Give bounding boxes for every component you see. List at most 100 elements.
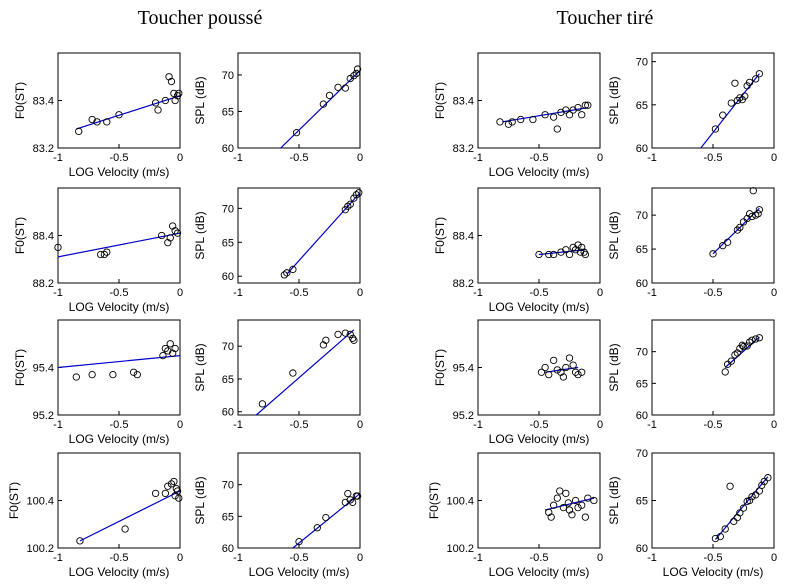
data-point [568, 511, 576, 519]
x-tick-label: -0.5 [704, 552, 723, 564]
data-point [322, 513, 330, 522]
x-tick-label: -0.5 [290, 419, 309, 431]
x-tick-label: -0.5 [704, 287, 723, 299]
x-tick-label: 0 [597, 552, 603, 564]
data-point [151, 99, 160, 107]
data-point [175, 89, 183, 98]
data-point [346, 496, 354, 504]
x-tick-label: -1 [233, 419, 243, 431]
x-tick-label: 0 [357, 287, 363, 299]
data-point [731, 79, 739, 87]
data-point [553, 366, 561, 374]
y-axis-label: SPL (dB) [607, 76, 621, 124]
x-axis-label: LOG Velocity (m/s) [663, 565, 764, 579]
data-point [727, 357, 735, 365]
data-point [562, 489, 570, 498]
x-tick-label: 0 [597, 152, 603, 164]
data-point [578, 368, 586, 376]
data-point [559, 503, 568, 512]
data-point [736, 223, 744, 232]
x-tick-label: -1 [233, 152, 243, 164]
data-point [721, 525, 729, 533]
data-point [344, 489, 352, 498]
y-tick-label: 88.4 [33, 231, 54, 243]
data-point [341, 84, 350, 92]
data-point [545, 250, 553, 259]
y-tick-label: 70 [636, 57, 648, 69]
data-point [571, 496, 580, 505]
data-point [154, 106, 162, 114]
data-point [72, 373, 80, 381]
data-point [258, 400, 267, 408]
chart-panel: -1 -0.5 0 88.2 88.4 F0(ST) LOG Velocity (m/s) [433, 187, 603, 314]
x-tick-label: -1 [473, 419, 483, 431]
y-axis-label: SPL (dB) [607, 211, 621, 259]
data-point [755, 206, 764, 214]
x-tick-label: 0 [177, 152, 183, 164]
data-point [322, 336, 330, 344]
x-tick-label: 0 [597, 287, 603, 299]
data-point [283, 269, 291, 277]
data-point [170, 477, 178, 486]
x-tick-label: -0.5 [290, 152, 309, 164]
y-tick-label: 100.2 [26, 543, 54, 555]
plot-frame [477, 187, 601, 284]
data-point [175, 494, 183, 502]
data-point [319, 100, 328, 108]
y-tick-label: 65 [636, 378, 648, 390]
data-point [709, 250, 717, 258]
data-point [341, 498, 350, 507]
data-point [164, 482, 172, 490]
data-point [349, 498, 357, 507]
x-tick-label: -1 [53, 287, 63, 299]
chart-panel: -1 -0.5 0 83.2 83.4 F0(ST) LOG Velocity (m/s) [433, 52, 603, 179]
fit-line [255, 329, 355, 415]
data-point [541, 363, 549, 372]
data-point [355, 189, 363, 197]
data-point [564, 499, 572, 507]
data-point [755, 334, 764, 342]
y-tick-label: 70 [222, 203, 234, 215]
data-point [574, 241, 582, 249]
x-tick-label: 0 [597, 419, 603, 431]
y-tick-label: 65 [636, 100, 648, 112]
x-tick-label: -1 [233, 552, 243, 564]
x-tick-label: -0.5 [704, 419, 723, 431]
data-point [171, 344, 179, 353]
data-point [350, 72, 358, 80]
x-axis-label: LOG Velocity (m/s) [489, 300, 590, 314]
data-point [352, 69, 360, 78]
y-axis-label: F0(ST) [13, 217, 27, 254]
x-tick-label: 0 [771, 419, 777, 431]
x-tick-label: -0.5 [110, 152, 129, 164]
data-point [755, 70, 764, 78]
chart-panel: -1 -0.5 0 60 65 70 SPL (dB) [607, 52, 777, 164]
data-point [352, 191, 360, 199]
data-point [319, 341, 328, 349]
data-point [581, 513, 590, 521]
y-tick-label: 100.4 [446, 496, 474, 508]
data-point [752, 75, 760, 83]
data-point [574, 503, 582, 512]
data-point [280, 271, 289, 279]
data-point [559, 373, 568, 381]
data-point [109, 370, 117, 379]
plot-frame [237, 319, 361, 416]
data-point [353, 492, 362, 500]
data-point [344, 202, 352, 210]
y-tick-label: 83.2 [453, 143, 474, 155]
data-point [719, 111, 727, 119]
data-point [584, 101, 592, 109]
y-axis-label: F0(ST) [13, 82, 27, 119]
x-tick-label: -0.5 [530, 152, 549, 164]
data-point [103, 118, 111, 126]
data-point [711, 125, 720, 133]
data-point [547, 513, 555, 521]
x-tick-label: 0 [771, 287, 777, 299]
y-tick-label: 65 [222, 511, 234, 523]
data-point [93, 118, 101, 126]
x-tick-label: -0.5 [290, 552, 309, 564]
data-point [733, 349, 742, 357]
data-point [748, 493, 756, 501]
